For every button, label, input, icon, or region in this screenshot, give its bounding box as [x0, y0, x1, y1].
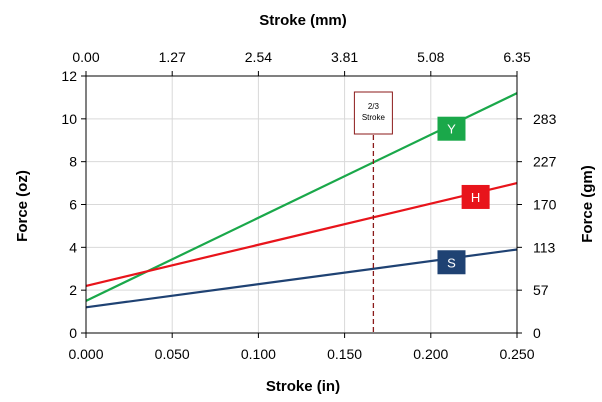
right-tick-label: 0	[533, 325, 541, 341]
series-line-h	[85, 182, 518, 287]
x-tick-label: 0.000	[68, 346, 103, 362]
series-badge-y	[437, 116, 466, 141]
y-axis-title-left: Force (oz)	[14, 170, 31, 242]
series-badge-label: H	[471, 190, 480, 205]
top-tick-label: 1.27	[159, 49, 186, 65]
right-tick-label: 113	[533, 239, 556, 255]
y-tick-label: 2	[69, 282, 77, 298]
y-axis-title-right: Force (gm)	[579, 165, 596, 243]
y-tick-label: 6	[69, 197, 77, 213]
tick-labels: 0 2 4 6 8 10 12 0.000 0.00 0.050 1.27 0.100 2.54 0.15…	[61, 49, 556, 362]
right-tick-label: 283	[533, 111, 557, 127]
y-tick-label: 4	[69, 239, 77, 255]
right-tick-label: 170	[533, 197, 557, 213]
series-badge-label: S	[447, 255, 456, 270]
top-tick-label: 2.54	[245, 49, 272, 65]
top-tick-label: 0.00	[72, 49, 99, 65]
x-tick-label: 0.250	[499, 346, 534, 362]
x-tick-label: 0.150	[327, 346, 362, 362]
y-tick-label: 10	[61, 111, 77, 127]
y-tick-label: 8	[69, 154, 77, 170]
annotation-box	[353, 91, 393, 135]
x-tick-label: 0.050	[155, 346, 190, 362]
series-badge-s	[437, 250, 466, 275]
series-badge-label: Y	[447, 122, 456, 137]
annotation-label-line1: 2/3	[368, 102, 380, 111]
x-tick-label: 0.100	[241, 346, 276, 362]
series-badge-h	[461, 184, 490, 209]
x-tick-label: 0.200	[413, 346, 448, 362]
grid	[86, 76, 517, 333]
top-tick-label: 5.08	[417, 49, 444, 65]
y-tick-label: 0	[69, 325, 77, 341]
x-axis-title-top: Stroke (mm)	[259, 12, 347, 29]
x-axis-title-bottom: Stroke (in)	[266, 378, 340, 395]
two-thirds-stroke-annotation: 2/3 Stroke	[353, 91, 393, 333]
right-tick-label: 227	[533, 154, 557, 170]
axis-titles: Stroke (mm) Stroke (in) Force (oz) Force…	[14, 12, 596, 395]
top-tick-label: 3.81	[331, 49, 358, 65]
right-tick-label: 57	[533, 282, 549, 298]
y-tick-label: 12	[61, 68, 77, 84]
annotation-label-line2: Stroke	[362, 113, 386, 122]
top-tick-label: 6.35	[503, 49, 530, 65]
series-badges: Y H S	[437, 116, 490, 275]
